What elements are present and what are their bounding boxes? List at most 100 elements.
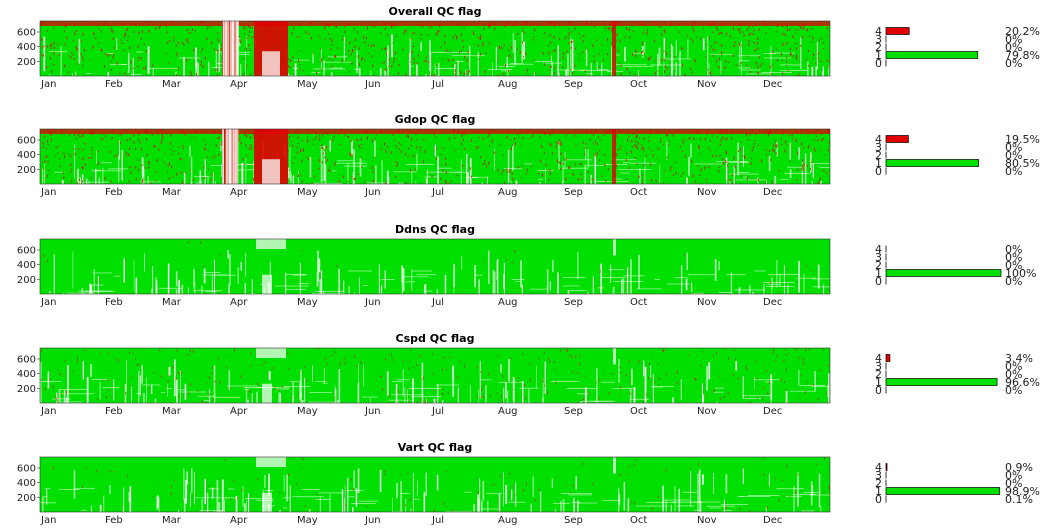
histogram-percent-label: 0%: [1005, 243, 1022, 256]
panel-title: Gdop QC flag: [395, 113, 476, 126]
histogram-category-label: 4: [875, 133, 882, 146]
x-tick-label: Aug: [498, 297, 518, 308]
x-tick-label: May: [297, 297, 318, 308]
y-tick-label: 600: [17, 28, 36, 39]
histogram-percent-label: 0.1%: [1005, 493, 1033, 506]
histogram-percent-label: 0.9%: [1005, 461, 1033, 474]
histogram-category-label: 1: [875, 49, 882, 62]
histogram-category-label: 4: [875, 243, 882, 256]
y-tick-label: 400: [17, 478, 36, 489]
panel-title: Ddns QC flag: [395, 223, 475, 236]
histogram-percent-label: 80.5%: [1005, 157, 1040, 170]
histogram-percent-label: 0%: [1005, 259, 1022, 272]
histogram-percent-label: 79.8%: [1005, 49, 1040, 62]
x-tick-label: May: [297, 79, 318, 90]
x-tick-label: Mar: [162, 406, 182, 417]
x-tick-label: Jul: [431, 187, 444, 198]
histogram-percent-label: 0%: [1005, 41, 1022, 54]
x-tick-label: Jun: [364, 515, 381, 526]
plot-frame: [39, 238, 831, 295]
y-tick-label: 600: [17, 246, 36, 257]
x-tick-label: Jun: [364, 187, 381, 198]
histogram-percent-label: 20.2%: [1005, 25, 1040, 38]
plot-frame: [39, 20, 831, 77]
histogram-percent-label: 0%: [1005, 368, 1022, 381]
heatmap-area: [40, 129, 830, 184]
y-tick-label: 400: [17, 42, 36, 53]
plot-frame: [39, 128, 831, 185]
x-tick-label: Jul: [431, 297, 444, 308]
histogram-percent-label: 0%: [1005, 360, 1022, 373]
x-tick-label: Mar: [162, 79, 182, 90]
y-tick-label: 200: [17, 57, 36, 68]
y-tick-label: 200: [17, 493, 36, 504]
x-tick-label: Oct: [630, 515, 647, 526]
x-tick-label: Jun: [364, 406, 381, 417]
histogram-percent-label: 0%: [1005, 477, 1022, 490]
x-tick-label: Jul: [431, 406, 444, 417]
histogram-category-label: 1: [875, 485, 882, 498]
histogram-category-label: 0: [875, 384, 882, 397]
x-tick-label: Nov: [697, 406, 717, 417]
histogram-percent-label: 100%: [1005, 267, 1036, 280]
x-tick-label: Feb: [105, 187, 123, 198]
x-tick-label: Jun: [364, 297, 381, 308]
histogram-percent-label: 0%: [1005, 149, 1022, 162]
plot-frame: [39, 347, 831, 404]
histogram-category-label: 1: [875, 157, 882, 170]
heatmap-area: [40, 348, 830, 403]
x-tick-label: Oct: [630, 406, 647, 417]
x-tick-label: Apr: [230, 406, 248, 417]
x-tick-label: Sep: [564, 187, 583, 198]
x-tick-label: Nov: [697, 187, 717, 198]
heatmap-area: [40, 239, 830, 294]
x-tick-label: Dec: [763, 187, 782, 198]
histogram-percent-label: 96.6%: [1005, 376, 1040, 389]
heatmap-background: [40, 348, 830, 403]
x-tick-label: Apr: [230, 187, 248, 198]
qc-panel-3: Ddns QC flag 200 400 600 Jan Feb Mar Apr May Jun J…: [17, 223, 1037, 308]
flag-histogram: 4 19.5% 3 0% 2 0% 1 80.5% 0 0%: [875, 133, 1040, 178]
x-tick-label: May: [297, 515, 318, 526]
x-tick-label: Aug: [498, 515, 518, 526]
histogram-bar: [885, 51, 979, 59]
x-tick-label: Jul: [431, 515, 444, 526]
x-tick-label: Sep: [564, 79, 583, 90]
histogram-category-label: 0: [875, 275, 882, 288]
x-tick-label: Dec: [763, 79, 782, 90]
flag-histogram: 4 20.2% 3 0% 2 0% 1 79.8% 0 0%: [875, 25, 1040, 70]
histogram-category-label: 3: [875, 469, 882, 482]
histogram-category-label: 2: [875, 259, 882, 272]
flag-histogram: 4 0% 3 0% 2 0% 1 100% 0 0%: [875, 243, 1036, 288]
histogram-percent-label: 98.9%: [1005, 485, 1040, 498]
histogram-percent-label: 0%: [1005, 141, 1022, 154]
y-tick-label: 400: [17, 369, 36, 380]
histogram-category-label: 3: [875, 251, 882, 264]
histogram-percent-label: 0%: [1005, 57, 1022, 70]
x-tick-label: Mar: [162, 297, 182, 308]
histogram-bar: [885, 463, 888, 471]
x-tick-label: Aug: [498, 406, 518, 417]
x-tick-label: Jan: [40, 297, 56, 308]
qc-panel-4: Cspd QC flag 200 400 600 Jan Feb Mar Apr May Jun J…: [17, 332, 1040, 417]
histogram-percent-label: 19.5%: [1005, 133, 1040, 146]
x-tick-label: Sep: [564, 297, 583, 308]
histogram-bar: [885, 269, 1002, 277]
heatmap-background: [40, 239, 830, 294]
histogram-percent-label: 0%: [1005, 469, 1022, 482]
y-tick-label: 600: [17, 464, 36, 475]
x-tick-label: Oct: [630, 79, 647, 90]
y-tick-label: 600: [17, 136, 36, 147]
y-tick-label: 200: [17, 165, 36, 176]
histogram-category-label: 2: [875, 368, 882, 381]
histogram-category-label: 4: [875, 461, 882, 474]
histogram-category-label: 4: [875, 352, 882, 365]
histogram-percent-label: 0%: [1005, 251, 1022, 264]
x-tick-label: Feb: [105, 406, 123, 417]
histogram-bar: [885, 378, 998, 386]
x-tick-label: May: [297, 406, 318, 417]
histogram-category-label: 4: [875, 25, 882, 38]
histogram-category-label: 0: [875, 57, 882, 70]
x-tick-label: Jul: [431, 79, 444, 90]
